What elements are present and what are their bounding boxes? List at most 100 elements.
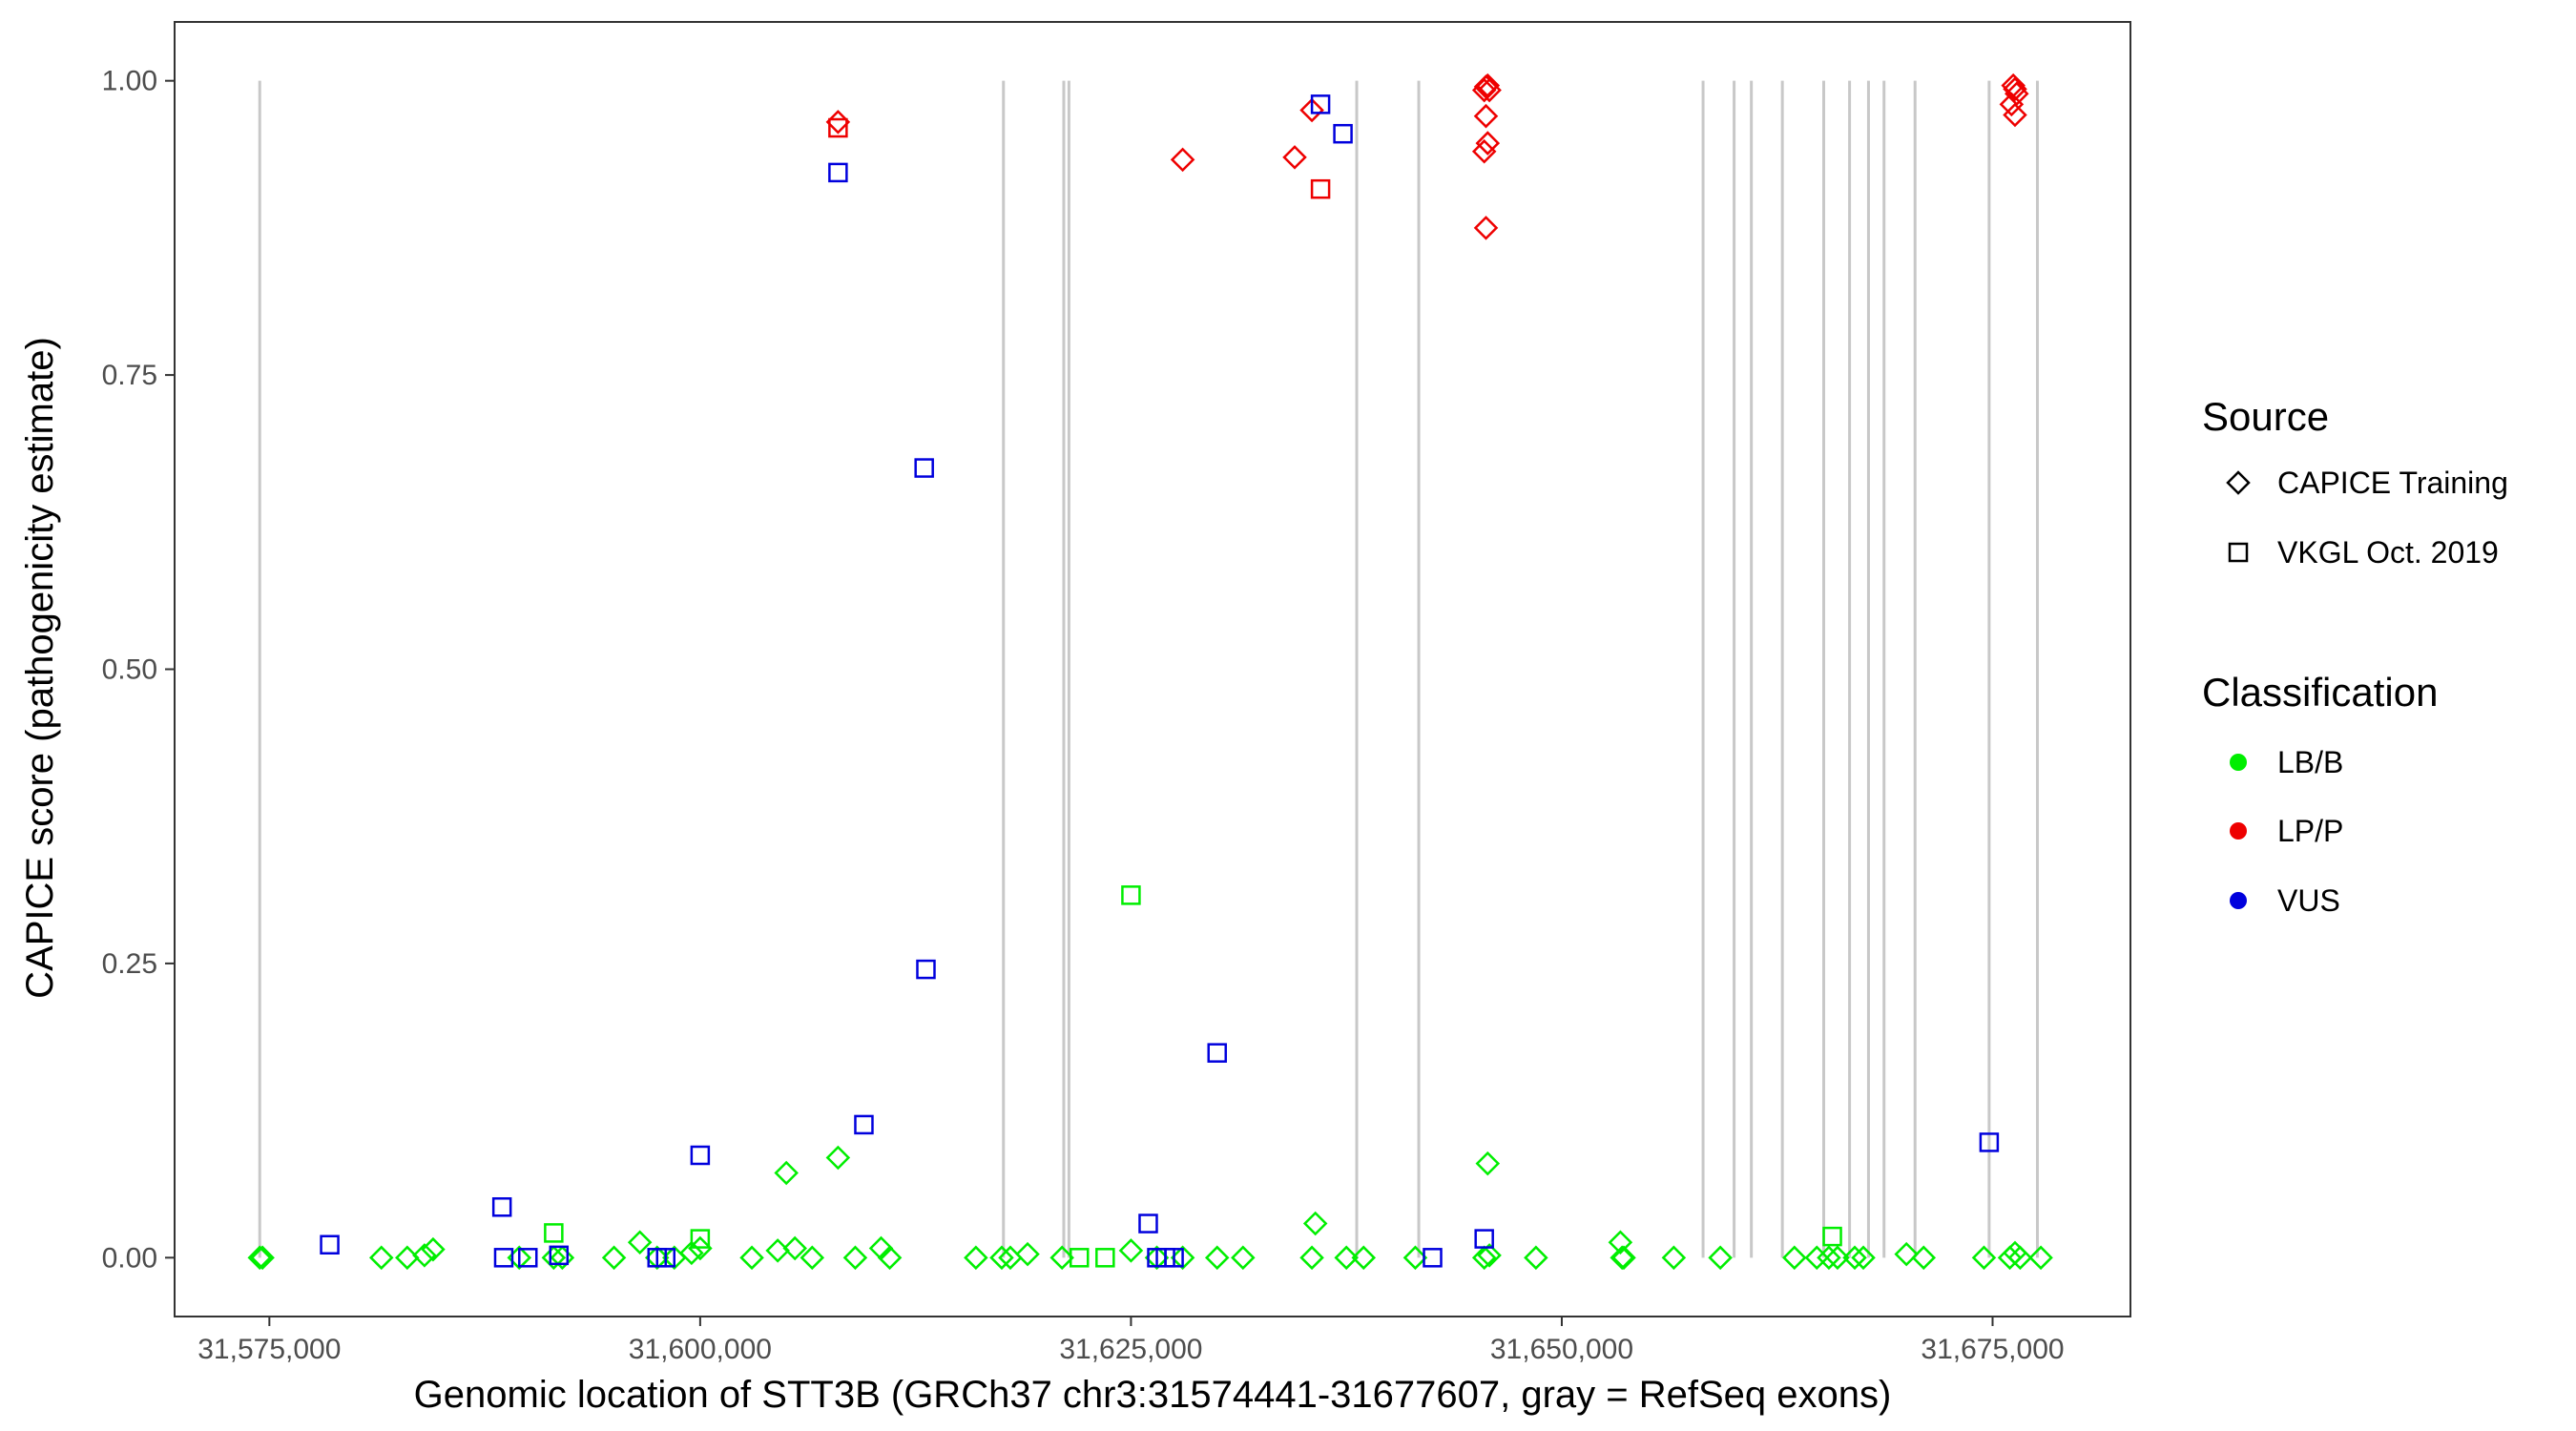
data-point-diamond [1475,131,1501,156]
data-point-square [1979,1132,2000,1152]
data-point-diamond [1231,1245,1256,1271]
data-point-diamond [1911,1245,1937,1271]
data-point-diamond [800,1245,825,1271]
y-tick-label: 0.75 [102,360,157,391]
legend-red-dot-icon [2230,822,2247,840]
legend-item-vkgl: VKGL Oct. 2019 [2228,535,2499,570]
data-point-diamond [1475,73,1501,98]
data-point-square [320,1234,340,1255]
data-point-diamond [1170,147,1195,173]
legend-diamond-icon [2226,470,2251,495]
legend-item-lpp: LP/P [2230,814,2343,848]
data-point-diamond [1402,1245,1428,1271]
x-tick-label: 31,575,000 [197,1334,341,1365]
data-point-square [690,1145,711,1166]
x-tick-label: 31,650,000 [1490,1334,1633,1365]
data-point-diamond [1971,1245,1997,1271]
data-point-diamond [1608,1230,1633,1255]
data-point-diamond [421,1236,446,1262]
data-point-square [493,1248,514,1268]
data-point-diamond [2003,76,2027,102]
data-point-diamond [825,1145,851,1171]
data-point-diamond [2028,1245,2053,1271]
data-point-diamond [2003,102,2027,128]
data-point-diamond [688,1235,713,1261]
data-point-diamond [1144,1245,1170,1271]
y-axis-title: CAPICE score (pathogenicity estimate) [19,337,61,999]
data-point-diamond [1170,1245,1195,1271]
data-point-square [916,959,936,980]
data-point-square [655,1248,676,1268]
legend-label-lpp: LP/P [2277,814,2343,848]
data-point-diamond [825,110,851,135]
x-axis-ticks: 31,575,000 31,600,000 31,625,000 31,650,000… [197,1317,2065,1365]
data-point-diamond [395,1245,420,1271]
data-point-diamond [644,1245,670,1271]
data-point-diamond [1611,1245,1636,1271]
data-point-diamond [541,1245,567,1271]
data-point-diamond [1894,1241,1919,1267]
data-point-diamond [1334,1245,1359,1271]
data-point-diamond [1049,1245,1074,1271]
data-point-square [1474,1229,1494,1249]
data-point-diamond [627,1230,653,1255]
legend-blue-dot-icon [2230,892,2247,909]
x-tick-label: 31,625,000 [1059,1334,1202,1365]
data-point-square [1095,1248,1115,1268]
data-point-diamond [774,1160,799,1186]
data-point-diamond [1282,145,1307,170]
data-point-square [690,1229,711,1249]
data-point-square [854,1114,874,1135]
data-point-diamond [1475,1151,1501,1176]
data-point-diamond [679,1240,704,1266]
data-point-square [549,1245,570,1266]
data-points [247,73,2053,1271]
legend-square-icon [2228,542,2249,563]
x-axis-title: Genomic location of STT3B (GRCh37 chr3:3… [414,1374,1892,1416]
data-point-diamond [765,1238,790,1263]
data-point-square [1207,1043,1227,1063]
data-point-diamond [1015,1241,1040,1267]
data-point-diamond [1204,1245,1230,1271]
data-point-diamond [1661,1245,1687,1271]
data-point-diamond [782,1235,807,1261]
data-point-diamond [2007,1245,2033,1271]
data-point-diamond [250,1245,275,1271]
data-point-diamond [1471,138,1497,164]
y-tick-label: 0.50 [102,654,157,686]
data-point-square [1333,123,1353,144]
y-tick-label: 1.00 [102,66,157,97]
data-point-diamond [1610,1245,1634,1271]
data-point-diamond [1999,92,2025,117]
legend-label-lbb: LB/B [2277,745,2343,779]
data-point-diamond [1477,77,1502,103]
data-point-square [1164,1248,1184,1268]
data-point-diamond [412,1243,437,1268]
data-point-diamond [1708,1245,1733,1271]
data-point-diamond [1299,1245,1324,1271]
data-point-diamond [1477,1243,1502,1268]
data-point-square [491,1197,512,1217]
data-point-diamond [1842,1245,1867,1271]
data-point-square [518,1248,538,1268]
y-tick-label: 0.25 [102,948,157,980]
data-point-diamond [964,1245,988,1271]
legend-source-title: Source [2202,394,2329,439]
data-point-diamond [1471,1245,1497,1271]
data-point-diamond [247,1245,273,1271]
data-point-square [828,162,848,183]
legend: Source CAPICE Training VKGL Oct. 2019 Cl… [2202,394,2508,918]
data-point-diamond [1299,97,1324,123]
x-tick-label: 31,600,000 [629,1334,772,1365]
plot-panel-border [174,21,2131,1317]
data-point-square [914,458,934,478]
data-point-diamond [1302,1211,1328,1236]
legend-item-capice-training: CAPICE Training [2226,466,2508,500]
y-tick-label: 0.00 [102,1242,157,1274]
data-point-diamond [877,1245,903,1271]
data-point-diamond [989,1245,1014,1271]
data-point-diamond [842,1245,868,1271]
legend-item-lbb: LB/B [2230,745,2343,779]
legend-item-vus: VUS [2230,883,2340,918]
data-point-diamond [1804,1245,1830,1271]
